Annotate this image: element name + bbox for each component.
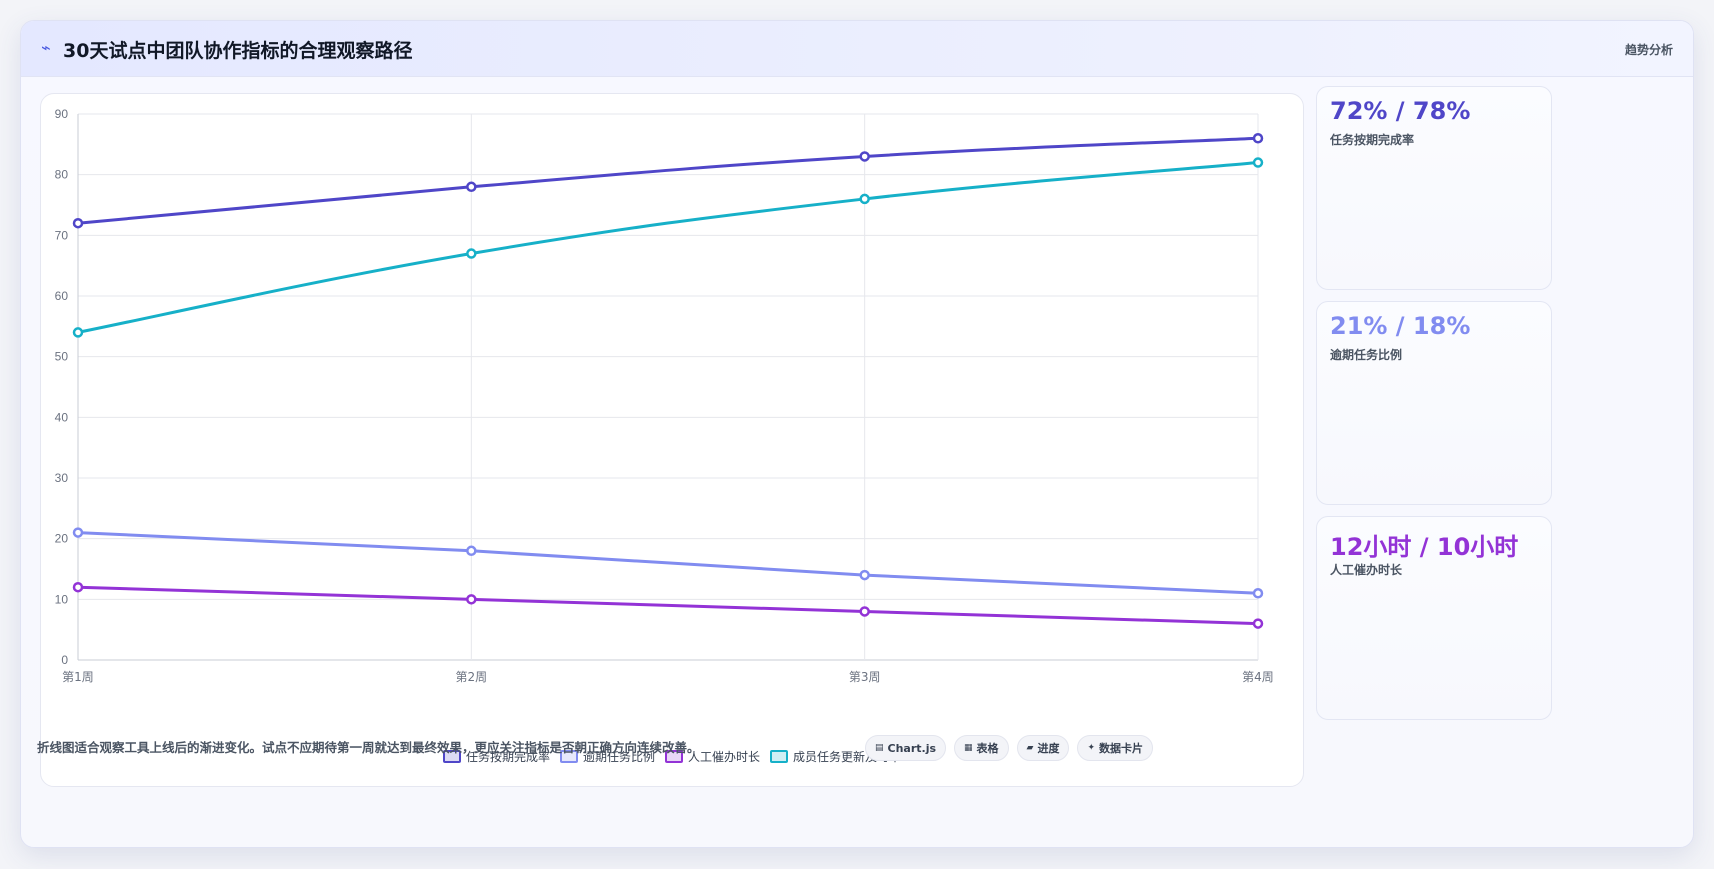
page-title: 30天试点中团队协作指标的合理观察路径 — [63, 40, 413, 62]
data-point — [1252, 157, 1264, 168]
data-point — [72, 327, 84, 338]
data-point — [72, 581, 84, 593]
data-point — [1252, 618, 1264, 629]
chip-label: Chart.js — [887, 741, 937, 755]
chip-label: 进度 — [1037, 742, 1060, 755]
legend-label: 逾期任务比例 — [582, 750, 655, 764]
y-tick-label: 20 — [55, 532, 69, 546]
stat-value: 12小时 / 10小时 — [1330, 533, 1519, 561]
stat-card-chase-time: 12小时 / 10小时 人工催办时长 — [1316, 516, 1552, 720]
table-icon: ▦ — [964, 743, 973, 753]
legend-swatch — [770, 750, 789, 763]
analysis-tag: 趋势分析 — [1624, 43, 1673, 57]
stat-label: 人工催办时长 — [1330, 563, 1403, 577]
x-tick-label: 第2周 — [456, 670, 488, 684]
chip-label: 数据卡片 — [1099, 742, 1144, 755]
y-tick-label: 60 — [55, 289, 69, 303]
card-icon: ✦ — [1087, 743, 1096, 753]
tech-chips: ▤ Chart.js ▦ 表格 ▰ 进度 ✦ 数据卡片 — [865, 735, 1154, 761]
y-tick-label: 70 — [55, 228, 69, 242]
stat-card-overdue: 21% / 18% 逾期任务比例 — [1316, 301, 1552, 505]
series-line — [77, 585, 1259, 626]
data-point — [859, 193, 870, 205]
stat-card-completion: 72% / 78% 任务按期完成率 — [1316, 86, 1552, 290]
progress-icon: ▰ — [1026, 743, 1034, 753]
legend-swatch — [442, 750, 461, 763]
series-line — [77, 161, 1259, 334]
data-point — [466, 181, 477, 193]
y-tick-label: 30 — [55, 471, 69, 485]
card-header: ⌁ 30天试点中团队协作指标的合理观察路径 趋势分析 — [21, 21, 1693, 77]
chip-table[interactable]: ▦ 表格 — [954, 735, 1009, 761]
data-point — [859, 606, 870, 617]
chart-card: ⌁ 30天试点中团队协作指标的合理观察路径 趋势分析 0 10 20 30 40 50 60… — [20, 20, 1694, 848]
chart-panel: 0 10 20 30 40 50 60 70 80 90 第1周 第2周 第3周 第4周 任务按期完成率 逾… — [40, 93, 1304, 787]
legend-label: 任务按期完成率 — [465, 750, 550, 764]
series-line — [77, 136, 1259, 225]
series-line — [77, 531, 1259, 595]
data-point — [72, 217, 84, 229]
chip-progress[interactable]: ▰ 进度 — [1016, 735, 1070, 761]
footnote-text: 折线图适合观察工具上线后的渐进变化。试点不应期待第一周就达到最终效果，更应关注指… — [37, 740, 700, 755]
data-point — [72, 527, 84, 538]
y-tick-label: 0 — [61, 653, 68, 667]
line-chart: 0 10 20 30 40 50 60 70 80 90 第1周 第2周 第3周 第4周 — [55, 107, 1274, 684]
stat-label: 逾期任务比例 — [1330, 348, 1403, 362]
x-tick-label: 第4周 — [1242, 670, 1274, 684]
data-point — [1252, 588, 1264, 599]
y-tick-label: 10 — [55, 592, 69, 606]
data-point — [466, 594, 477, 605]
x-tick-label: 第1周 — [62, 670, 94, 684]
legend-item[interactable]: 任务按期完成率 — [442, 748, 550, 765]
trend-icon: ⌁ — [41, 38, 51, 57]
legend-swatch — [559, 750, 578, 763]
chip-data-card[interactable]: ✦ 数据卡片 — [1077, 735, 1154, 761]
stat-label: 任务按期完成率 — [1330, 133, 1415, 147]
data-point — [1252, 133, 1264, 144]
legend-label: 人工催办时长 — [688, 750, 761, 764]
data-point — [859, 569, 870, 581]
chip-label: 表格 — [976, 742, 999, 755]
legend-item[interactable]: 逾期任务比例 — [559, 748, 655, 765]
data-point — [859, 151, 870, 162]
legend-item[interactable]: 人工催办时长 — [665, 748, 760, 765]
stat-value: 21% / 18% — [1330, 312, 1471, 340]
y-tick-label: 50 — [55, 350, 69, 364]
y-tick-label: 40 — [55, 410, 69, 424]
y-tick-label: 80 — [55, 168, 69, 182]
data-point — [466, 248, 477, 259]
legend-swatch — [665, 750, 683, 763]
data-point — [466, 545, 477, 557]
x-tick-label: 第3周 — [849, 670, 881, 684]
chart-icon: ▤ — [875, 743, 884, 753]
y-tick-label: 90 — [55, 107, 69, 121]
chip-chartjs[interactable]: ▤ Chart.js — [865, 735, 947, 761]
stat-value: 72% / 78% — [1330, 97, 1471, 125]
